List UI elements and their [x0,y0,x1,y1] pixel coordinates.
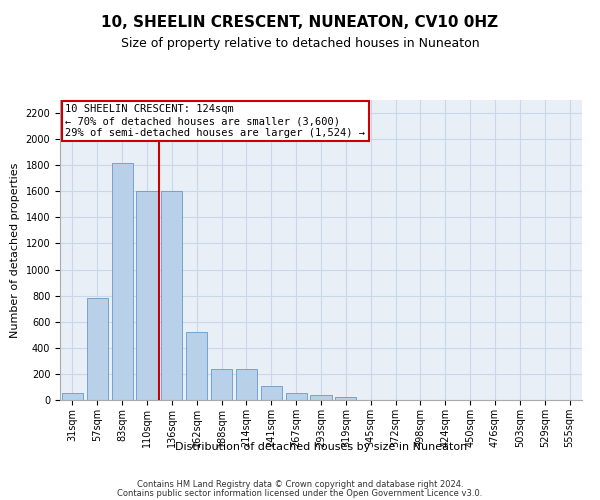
Bar [335,398,356,400]
Text: 10 SHEELIN CRESCENT: 124sqm
← 70% of detached houses are smaller (3,600)
29% of : 10 SHEELIN CRESCENT: 124sqm ← 70% of det… [65,104,365,138]
Bar [286,393,307,400]
Y-axis label: Number of detached properties: Number of detached properties [10,162,20,338]
Text: Contains public sector information licensed under the Open Government Licence v3: Contains public sector information licen… [118,489,482,498]
Bar [261,386,282,400]
Bar [211,368,232,400]
Text: 10, SHEELIN CRESCENT, NUNEATON, CV10 0HZ: 10, SHEELIN CRESCENT, NUNEATON, CV10 0HZ [101,15,499,30]
Text: Contains HM Land Registry data © Crown copyright and database right 2024.: Contains HM Land Registry data © Crown c… [137,480,463,489]
Bar [136,192,158,400]
Bar [236,368,257,400]
Bar [62,394,83,400]
Text: Distribution of detached houses by size in Nuneaton: Distribution of detached houses by size … [175,442,467,452]
Bar [310,395,332,400]
Bar [161,192,182,400]
Bar [186,332,207,400]
Text: Size of property relative to detached houses in Nuneaton: Size of property relative to detached ho… [121,38,479,51]
Bar [112,162,133,400]
Bar [87,298,108,400]
